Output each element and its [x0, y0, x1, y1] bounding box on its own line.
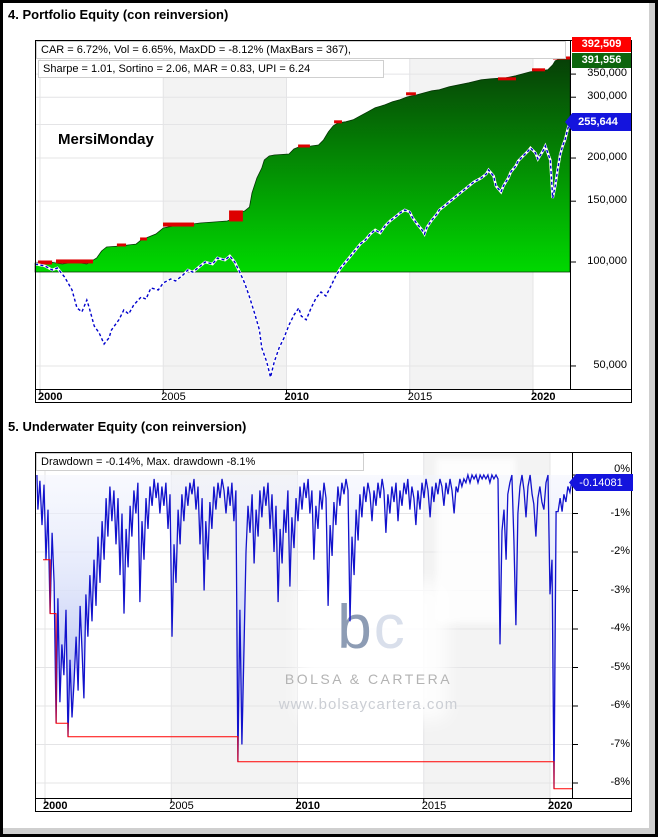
equity-y-tick-label: 100,000	[587, 255, 627, 267]
watermark-glow	[298, 582, 448, 720]
underwater-y-tick-label: -6%	[610, 699, 630, 711]
underwater-y-tick-label: -5%	[610, 660, 630, 673]
equity-x-tick-label: 2015	[407, 391, 433, 403]
equity-y-tick-label: 50,000	[593, 358, 627, 371]
equity-y-tick-label: 150,000	[587, 194, 627, 207]
underwater-x-tick-label: 2010	[295, 800, 320, 812]
underwater-y-tick-label: -8%	[610, 776, 630, 788]
benchmark-last-badge: 255,644	[565, 113, 631, 131]
underwater-x-tick-label: 2005	[169, 800, 194, 812]
equity-x-tick-label: 2010	[284, 391, 309, 403]
equity-chart	[34, 40, 632, 403]
underwater-x-tick-label: 2020	[548, 800, 573, 812]
underwater-chart	[35, 452, 632, 812]
final-equity-badge: 391,956	[572, 53, 631, 68]
equity-stats-line2: Sharpe = 1.01, Sortino = 2.06, MAR = 0.8…	[38, 60, 384, 78]
equity-stats-line1: CAR = 6.72%, Vol = 6.65%, MaxDD = -8.12%…	[36, 41, 566, 59]
watermark-logo-c: c	[373, 593, 405, 662]
watermark-logo-b: b	[337, 593, 372, 662]
underwater-stats-line: Drawdown = -0.14%, Max. drawdown -8.1%	[36, 453, 364, 471]
current-drawdown-badge: -0.14081	[569, 474, 633, 491]
underwater-y-tick-label: 0%	[614, 463, 630, 475]
panel2-title: 5. Underwater Equity (con reinversion)	[8, 419, 247, 434]
underwater-x-tick-label: 2015	[421, 800, 447, 812]
equity-y-tick-label: 300,000	[587, 90, 627, 103]
equity-y-tick-label: 350,000	[587, 67, 627, 80]
underwater-y-tick-label: -3%	[610, 583, 630, 596]
equity-x-tick-label: 2020	[531, 391, 556, 403]
watermark-logo: bc	[316, 592, 426, 663]
watermark-name: BOLSA & CARTERA	[284, 671, 453, 687]
strategy-name-label: MersiMonday	[58, 131, 154, 148]
watermark-url: www.bolsaycartera.com	[278, 696, 459, 713]
underwater-y-tick-label: -4%	[610, 622, 630, 634]
underwater-y-tick-label: -1%	[610, 506, 630, 519]
equity-x-tick-label: 2005	[161, 391, 186, 403]
underwater-y-tick-label: -7%	[610, 737, 630, 750]
equity-y-tick-label: 200,000	[587, 151, 627, 164]
equity-x-tick-label: 2000	[38, 391, 63, 403]
peak-equity-badge: 392,509	[572, 37, 631, 52]
panel1-title: 4. Portfolio Equity (con reinversion)	[8, 7, 229, 22]
underwater-x-tick-label: 2000	[43, 800, 68, 812]
underwater-y-tick-label: -2%	[610, 545, 630, 557]
